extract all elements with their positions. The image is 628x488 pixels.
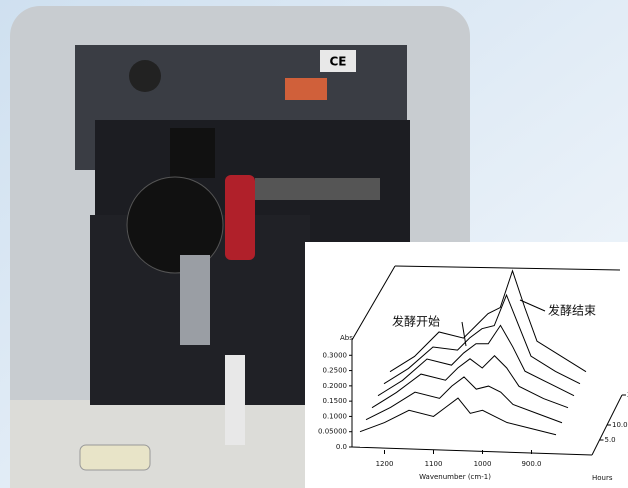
annotation: 发酵开始 — [392, 314, 440, 329]
y-tick-label: 0.0 — [336, 443, 347, 451]
x-tick-label: 1200 — [376, 460, 394, 468]
probe — [180, 255, 210, 345]
x-tick-label: 900.0 — [521, 460, 541, 468]
cabinet — [10, 400, 310, 488]
warning-label — [285, 78, 327, 100]
y-tick-label: 0.1500 — [323, 397, 348, 405]
z-tick-label: 5.0 — [605, 436, 616, 444]
tube — [225, 355, 245, 445]
y-axis-label: Abs — [340, 334, 353, 342]
ce-mark: CE — [329, 55, 346, 69]
fan — [129, 60, 161, 92]
y-tick-label: 0.1000 — [323, 412, 348, 420]
page: {"photo": {"label": "CE"}, "chart_data":… — [0, 0, 628, 488]
x-tick-label: 1100 — [425, 460, 443, 468]
annotation: 发酵结束 — [548, 303, 596, 318]
x-axis-label: Wavenumber (cm-1) — [419, 473, 491, 481]
z-tick-label: 10.0 — [612, 421, 628, 429]
y-tick-label: 0.2000 — [323, 382, 348, 390]
scene: CE Abs Wavenumber (cm-1) Hours 0.0 0.0500… — [0, 0, 628, 488]
x-tick-label: 1000 — [474, 460, 492, 468]
red-cylinder — [225, 175, 255, 260]
y-tick-label: 0.3000 — [323, 351, 348, 359]
y-tick-label: 0.2500 — [323, 367, 348, 375]
z-axis-label: Hours — [592, 474, 613, 482]
heatsink — [170, 128, 215, 178]
y-tick-label: 0.05000 — [318, 428, 347, 436]
connector-panel — [255, 178, 380, 200]
drawer-handle — [80, 445, 150, 470]
